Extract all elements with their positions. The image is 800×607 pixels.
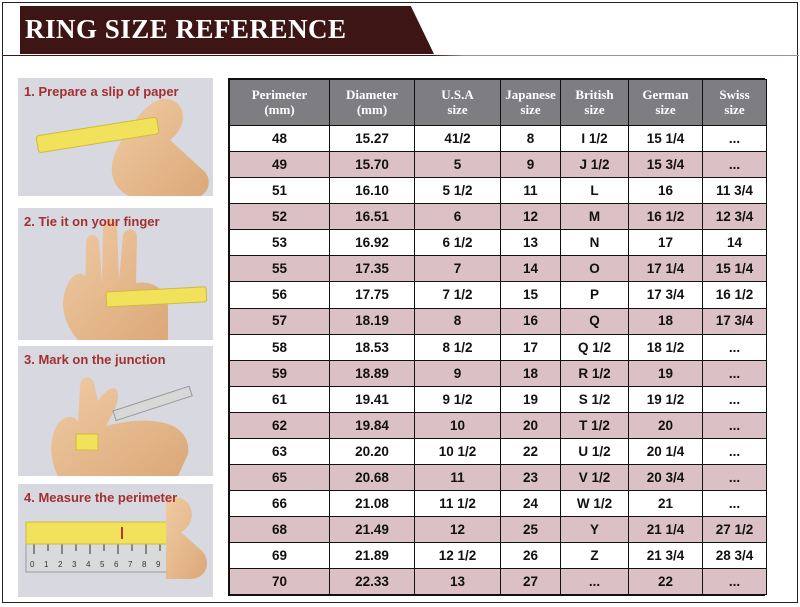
svg-text:3: 3 [72,560,77,569]
svg-text:9: 9 [156,560,161,569]
svg-text:1: 1 [44,560,49,569]
svg-text:7: 7 [128,560,133,569]
svg-text:6: 6 [114,560,119,569]
svg-text:5: 5 [100,560,105,569]
svg-text:4: 4 [86,560,91,569]
svg-text:2: 2 [58,560,63,569]
svg-text:0: 0 [30,560,35,569]
svg-text:8: 8 [142,560,147,569]
